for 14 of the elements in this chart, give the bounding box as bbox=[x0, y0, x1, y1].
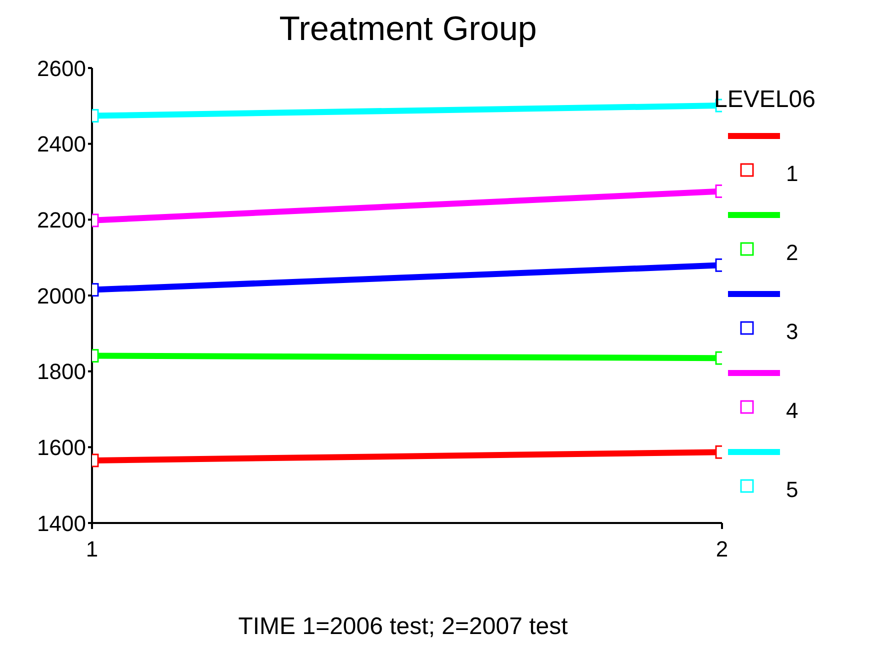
y-tick-label: 2400 bbox=[37, 132, 86, 157]
x-axis-title: TIME 1=2006 test; 2=2007 test bbox=[237, 613, 569, 641]
y-tick-label: 1800 bbox=[37, 359, 86, 384]
y-tick-label: 2000 bbox=[37, 283, 86, 308]
y-tick-label: 2600 bbox=[37, 56, 86, 81]
legend-label: 4 bbox=[786, 398, 798, 424]
y-tick-label: 1600 bbox=[37, 434, 86, 460]
legend-label: 5 bbox=[786, 476, 798, 502]
y-tick-label: 2200 bbox=[37, 207, 86, 232]
legend-label: 3 bbox=[786, 318, 798, 344]
legend-label: 1 bbox=[786, 160, 798, 186]
chart-title: Treatment Group bbox=[278, 10, 538, 49]
y-tick-label: 1400 bbox=[37, 510, 86, 536]
legend-label: 2 bbox=[786, 240, 798, 266]
